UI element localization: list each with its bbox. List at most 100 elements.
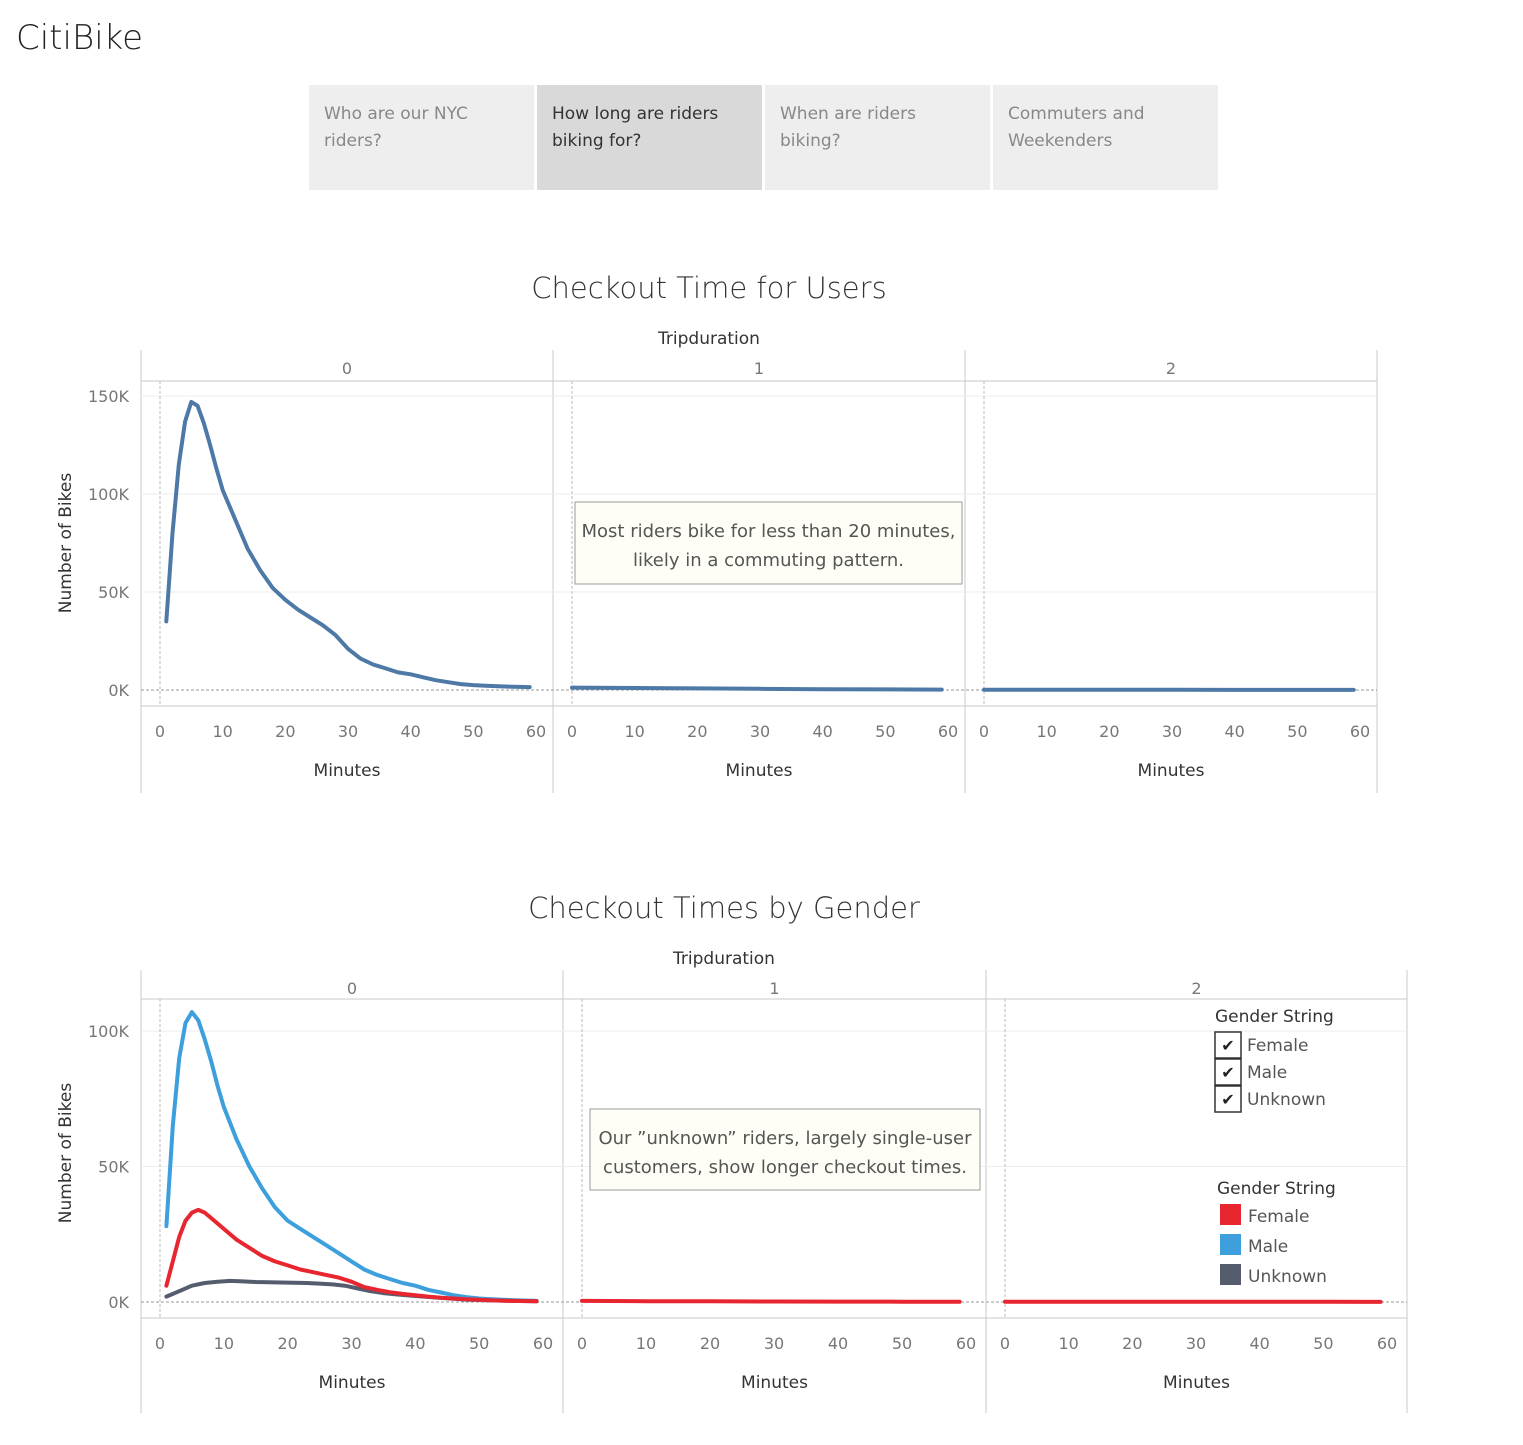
story-tab-label-line: When are riders: [780, 104, 916, 124]
annotation-text: likely in a commuting pattern.: [633, 550, 904, 571]
x-tick-label: 30: [1186, 1334, 1206, 1353]
x-tick-label: 30: [764, 1334, 784, 1353]
y-tick-label: 0K: [108, 1293, 129, 1312]
color-legend-swatch: [1220, 1264, 1241, 1285]
story-tab-label-line: How long are riders: [552, 104, 719, 124]
x-tick-label: 50: [463, 722, 483, 741]
filter-checkbox: [1214, 1058, 1242, 1086]
filter-legend-item: Unknown: [1247, 1090, 1326, 1110]
x-tick-label: 40: [405, 1334, 425, 1353]
annotation-text: Our ”unknown” riders, largely single-use…: [598, 1128, 972, 1149]
x-tick-label: 60: [1377, 1334, 1397, 1353]
story-tab-label-line: biking?: [780, 131, 841, 151]
panel-header: 1: [754, 359, 764, 378]
x-axis-label: Minutes: [1163, 1373, 1230, 1393]
story-navigation: Who are our NYC riders? How long are rid…: [309, 85, 1218, 190]
x-tick-label: 50: [1287, 722, 1307, 741]
x-tick-label: 40: [400, 722, 420, 741]
x-tick-label: 20: [687, 722, 707, 741]
annotation-text: customers, show longer checkout times.: [603, 1157, 967, 1178]
x-axis-label: Minutes: [314, 761, 381, 781]
panel-header: 2: [1166, 359, 1176, 378]
x-tick-label: 20: [1099, 722, 1119, 741]
x-tick-label: 30: [338, 722, 358, 741]
y-tick-label: 50K: [98, 1158, 129, 1177]
x-tick-label: 10: [212, 722, 232, 741]
x-tick-label: 20: [275, 722, 295, 741]
x-tick-label: 40: [812, 722, 832, 741]
filter-checkbox: [1214, 1031, 1242, 1059]
filter-legend-item: Male: [1247, 1063, 1287, 1083]
chart-title: Checkout Time for Users: [531, 271, 886, 305]
column-header: Tripduration: [672, 949, 775, 969]
x-tick-label: 60: [533, 1334, 553, 1353]
chart-checkout-times-gender: Checkout Times by Gender Tripduration 0K 50…: [56, 891, 1408, 1413]
x-tick-label: 50: [1313, 1334, 1333, 1353]
x-tick-label: 10: [1058, 1334, 1078, 1353]
x-tick-label: 0: [577, 1334, 587, 1353]
x-tick-label: 10: [636, 1334, 656, 1353]
x-tick-label: 0: [155, 1334, 165, 1353]
filter-checkbox: [1214, 1085, 1242, 1113]
x-tick-label: 0: [1000, 1334, 1010, 1353]
color-legend-item: Unknown: [1248, 1267, 1327, 1287]
story-tab-commuters[interactable]: Commuters and Weekenders: [993, 85, 1218, 190]
filter-legend-item: Female: [1247, 1036, 1308, 1056]
color-legend-item: Male: [1248, 1237, 1288, 1257]
series-line-male: [164, 1010, 539, 1303]
annotation-text: Most riders bike for less than 20 minute…: [582, 521, 956, 542]
x-tick-label: 0: [155, 722, 165, 741]
story-tab-when[interactable]: When are riders biking?: [765, 85, 990, 190]
y-tick-label: 100K: [88, 485, 130, 504]
story-tab-label-line: riders?: [324, 131, 382, 151]
x-tick-label: 30: [750, 722, 770, 741]
series-line-female: [580, 1298, 962, 1304]
series-line-female: [164, 1207, 539, 1304]
x-axis-label: Minutes: [1138, 761, 1205, 781]
x-tick-label: 40: [1224, 722, 1244, 741]
x-tick-label: 10: [1036, 722, 1056, 741]
x-tick-label: 60: [1350, 722, 1370, 741]
color-legend-swatch: [1220, 1234, 1241, 1255]
panel-header: 0: [342, 359, 352, 378]
story-tab-how-long[interactable]: How long are riders biking for?: [537, 85, 762, 190]
x-tick-label: 50: [892, 1334, 912, 1353]
x-tick-label: 60: [526, 722, 546, 741]
story-tab-label-line: Commuters and: [1008, 104, 1145, 124]
x-tick-label: 50: [875, 722, 895, 741]
panel-header: 2: [1191, 979, 1201, 998]
series-line-panel-0: [164, 399, 532, 690]
story-tab-label-line: biking for?: [552, 131, 642, 151]
x-tick-label: 10: [624, 722, 644, 741]
x-tick-label: 20: [1122, 1334, 1142, 1353]
x-tick-label: 20: [700, 1334, 720, 1353]
y-tick-label: 150K: [88, 387, 130, 406]
panel-header: 0: [347, 979, 357, 998]
app-title: CitiBike: [16, 18, 144, 58]
x-tick-label: 60: [956, 1334, 976, 1353]
x-tick-label: 60: [938, 722, 958, 741]
check-icon: ✔: [1221, 1036, 1234, 1055]
y-tick-label: 50K: [98, 583, 129, 602]
x-tick-label: 40: [828, 1334, 848, 1353]
check-icon: ✔: [1221, 1063, 1234, 1082]
x-tick-label: 20: [277, 1334, 297, 1353]
annotation-box: [574, 501, 963, 585]
x-tick-label: 40: [1249, 1334, 1269, 1353]
y-tick-label: 0K: [108, 681, 129, 700]
x-tick-label: 50: [469, 1334, 489, 1353]
story-tab-nyc-riders[interactable]: Who are our NYC riders?: [309, 85, 534, 190]
check-icon: ✔: [1221, 1090, 1234, 1109]
x-tick-label: 0: [567, 722, 577, 741]
x-tick-label: 30: [341, 1334, 361, 1353]
y-axis-label: Number of Bikes: [56, 1083, 76, 1224]
chart-title: Checkout Times by Gender: [528, 891, 920, 925]
x-tick-label: 10: [214, 1334, 234, 1353]
y-tick-label: 100K: [88, 1022, 130, 1041]
x-axis-label: Minutes: [741, 1373, 808, 1393]
chart-checkout-time-users: Checkout Time for Users Tripduration 0K 50K…: [56, 271, 1378, 793]
x-tick-label: 0: [979, 722, 989, 741]
story-tab-label-line: Weekenders: [1008, 131, 1113, 151]
panel-header: 1: [769, 979, 779, 998]
x-axis-label: Minutes: [319, 1373, 386, 1393]
